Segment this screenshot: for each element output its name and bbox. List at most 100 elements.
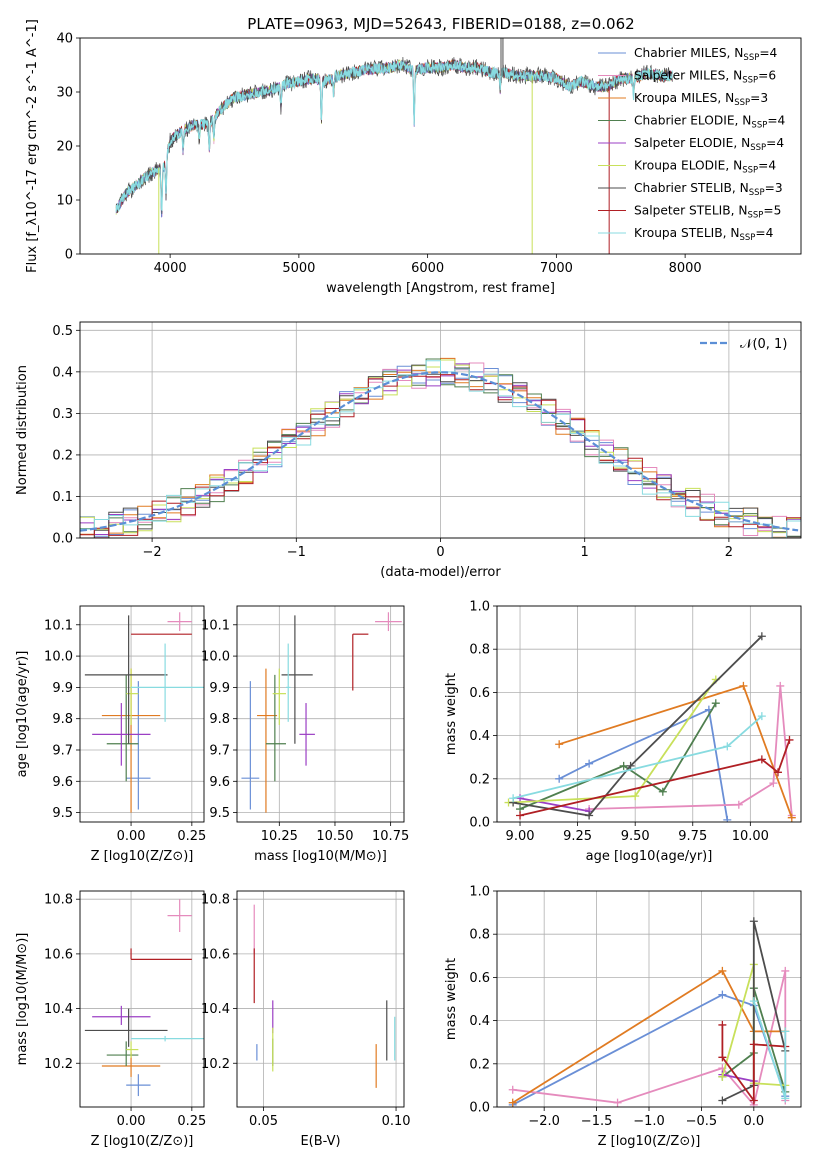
plot-area	[253, 904, 396, 1088]
y-tick-label: 10	[56, 194, 73, 209]
axes-frame	[236, 890, 405, 1108]
weight-line-chabrier-miles	[558, 708, 729, 820]
x-tick-label: 10.00	[732, 829, 769, 844]
weight-marker	[718, 1053, 727, 1062]
legend-entry: Kroupa MILES, NSSP=3	[634, 91, 768, 108]
weight-marker	[711, 699, 720, 708]
x-axis-label: mass [log10(M/M⊙)]	[254, 849, 387, 864]
y-tick-label: 0.4	[52, 365, 73, 380]
y-tick-label: 1.0	[469, 885, 490, 900]
weight-marker	[757, 632, 766, 641]
y-tick-label: 10.4	[201, 1002, 230, 1017]
x-tick-label: 0.10	[382, 1114, 411, 1129]
x-tick-label: 7000	[540, 261, 573, 276]
y-tick-label: 0.3	[52, 407, 73, 422]
panel-age-vs-mass: 10.25 10.50 10.75 9.5 9.6 9.7 9.8 9.9 10.0 10.1 ma…	[201, 605, 409, 864]
weight-marker	[555, 774, 564, 783]
x-tick-label: 2	[725, 545, 733, 560]
x-tick-label: 0.25	[177, 1114, 206, 1129]
legend-entry-name: Chabrier STELIB, N	[634, 181, 749, 195]
weight-marker	[781, 1027, 790, 1036]
weight-marker	[749, 917, 758, 926]
y-tick-label: 0.5	[52, 324, 73, 339]
y-tick-label: 0.1	[52, 490, 73, 505]
legend-entry-name: Salpeter STELIB, N	[634, 204, 747, 218]
weight-marker	[613, 1098, 622, 1107]
plot-area	[84, 899, 204, 1097]
weight-line-kroupa-stelib	[512, 715, 763, 800]
y-tick-label: 9.7	[52, 744, 73, 759]
x-axis-label: Z [log10(Z/Z⊙)]	[91, 1134, 194, 1149]
weight-line-salpeter-miles	[512, 970, 787, 1107]
y-tick-label: 0.8	[469, 643, 490, 658]
legend-entry: Chabrier STELIB, NSSP=3	[634, 181, 783, 198]
x-tick-label: −2.0	[528, 1114, 560, 1129]
panel-residuals: −2 −1 0 1 2 0.0 0.1 0.2 0.3 0.4 0.5 (data-model)/er…	[15, 321, 802, 580]
axes-frame	[79, 605, 205, 823]
plot-area	[115, 38, 673, 254]
x-tick-label: 0	[436, 545, 444, 560]
y-tick-label: 0.4	[469, 1014, 490, 1029]
y-tick-label: 0.6	[469, 686, 490, 701]
y-tick-label: 9.6	[52, 775, 73, 790]
x-tick-label: 0.0	[743, 1114, 764, 1129]
x-tick-label: 10.75	[372, 829, 409, 844]
y-tick-label: 0.0	[469, 816, 490, 831]
x-axis-label: (data-model)/error	[380, 565, 501, 580]
weight-marker	[749, 1040, 758, 1049]
weight-marker	[776, 681, 785, 690]
weight-marker	[734, 800, 743, 809]
weight-marker	[718, 1072, 727, 1081]
y-axis-label: age [log10(age/yr)]	[15, 651, 30, 778]
x-tick-label: 8000	[669, 261, 702, 276]
weight-marker	[516, 794, 525, 803]
legend-entry-name: Kroupa STELIB, N	[634, 226, 740, 240]
weight-marker	[757, 755, 766, 764]
x-tick-label: 0.00	[117, 1114, 146, 1129]
weight-marker	[781, 1094, 790, 1103]
histogram-kroupa-stelib	[80, 360, 801, 538]
x-tick-label: 6000	[411, 261, 444, 276]
legend-entry: Salpeter ELODIE, NSSP=4	[634, 136, 784, 153]
weight-line-chabrier-elodie	[519, 702, 717, 810]
weight-marker	[773, 768, 782, 777]
weight-marker	[585, 811, 594, 820]
y-tick-label: 10.2	[201, 1057, 230, 1072]
y-tick-label: 10.1	[44, 618, 73, 633]
y-axis-label: mass weight	[444, 958, 459, 1040]
plot-area	[504, 632, 796, 822]
y-axis-label: Flux [f_λ10^-17 erg cm^-2 s^-1 A^-1]	[25, 19, 40, 273]
x-tick-label: 10.50	[316, 829, 353, 844]
weight-marker	[718, 1020, 727, 1029]
axes-frame	[79, 321, 802, 539]
y-tick-label: 10.8	[44, 893, 73, 908]
y-tick-label: 0	[65, 248, 73, 263]
y-tick-label: 9.5	[52, 806, 73, 821]
weight-line-salpeter-stelib	[519, 739, 791, 817]
weight-marker	[769, 779, 778, 788]
plot-area	[84, 612, 204, 813]
legend-entry-count: =3	[750, 91, 768, 105]
legend-entry-count: =3	[765, 181, 783, 195]
weight-marker	[508, 1098, 517, 1107]
axes-frame	[79, 37, 802, 255]
weight-marker	[619, 761, 628, 770]
weight-marker	[555, 740, 564, 749]
legend-entry-sub: SSP	[750, 143, 766, 153]
weight-marker	[718, 1096, 727, 1105]
y-tick-label: 10.6	[44, 947, 73, 962]
x-tick-label: 1	[581, 545, 589, 560]
legend-entry-sub: SSP	[742, 166, 758, 176]
x-tick-label: 10.25	[261, 829, 298, 844]
x-tick-label: 9.50	[621, 829, 650, 844]
weight-marker	[718, 966, 727, 975]
legend-entry: Salpeter MILES, NSSP=6	[634, 69, 776, 86]
plot-area	[80, 357, 801, 538]
legend-entry-count: =4	[759, 46, 777, 60]
weight-marker	[508, 1085, 517, 1094]
axes-frame	[496, 890, 802, 1108]
legend-entry-name: Kroupa MILES, N	[634, 91, 734, 105]
weight-marker	[739, 681, 748, 690]
